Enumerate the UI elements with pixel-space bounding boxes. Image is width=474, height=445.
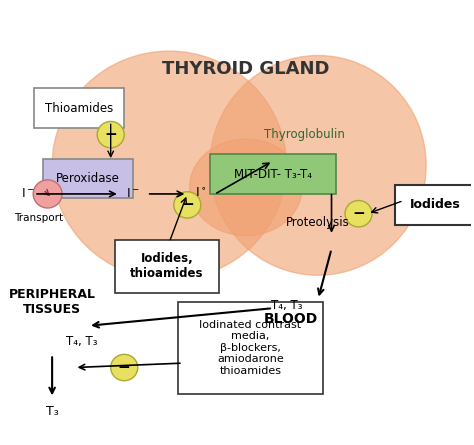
Text: Transport: Transport	[14, 213, 63, 223]
FancyBboxPatch shape	[210, 154, 336, 194]
Text: T₃: T₃	[46, 405, 58, 418]
Text: −: −	[104, 127, 117, 142]
Text: −: −	[352, 206, 365, 221]
FancyBboxPatch shape	[43, 159, 133, 198]
FancyBboxPatch shape	[395, 185, 474, 225]
Text: T₄, T₃: T₄, T₃	[65, 335, 97, 348]
Text: PERIPHERAL
TISSUES: PERIPHERAL TISSUES	[9, 287, 96, 316]
Text: T₄, T₃: T₄, T₃	[271, 299, 302, 312]
Text: Iodides: Iodides	[410, 198, 461, 211]
Text: I$^-$: I$^-$	[126, 187, 140, 200]
Circle shape	[174, 192, 201, 218]
Text: Iodides,
thioamides: Iodides, thioamides	[130, 252, 204, 280]
Text: −: −	[181, 198, 194, 212]
Text: MIT-DIT- T₃-T₄: MIT-DIT- T₃-T₄	[234, 168, 312, 181]
Text: Proteolysis: Proteolysis	[286, 216, 350, 229]
Circle shape	[97, 121, 124, 148]
FancyBboxPatch shape	[178, 302, 322, 394]
Circle shape	[33, 180, 62, 208]
Text: BLOOD: BLOOD	[264, 312, 318, 326]
Text: I$^\circ$: I$^\circ$	[195, 187, 207, 201]
Text: THYROID GLAND: THYROID GLAND	[162, 60, 329, 78]
Text: Thyroglobulin: Thyroglobulin	[264, 128, 345, 141]
FancyBboxPatch shape	[34, 89, 124, 128]
Circle shape	[345, 201, 372, 227]
Text: −: −	[118, 360, 131, 375]
Text: Thioamides: Thioamides	[45, 102, 113, 115]
Text: I$^-$: I$^-$	[20, 187, 35, 200]
Ellipse shape	[210, 56, 426, 275]
Circle shape	[111, 354, 138, 381]
Text: Peroxidase: Peroxidase	[56, 172, 120, 185]
Ellipse shape	[190, 139, 302, 236]
Text: Iodinated contrast
media,
β-blockers,
amiodarone
thioamides: Iodinated contrast media, β-blockers, am…	[200, 320, 301, 376]
Ellipse shape	[52, 51, 286, 279]
FancyBboxPatch shape	[115, 240, 219, 293]
